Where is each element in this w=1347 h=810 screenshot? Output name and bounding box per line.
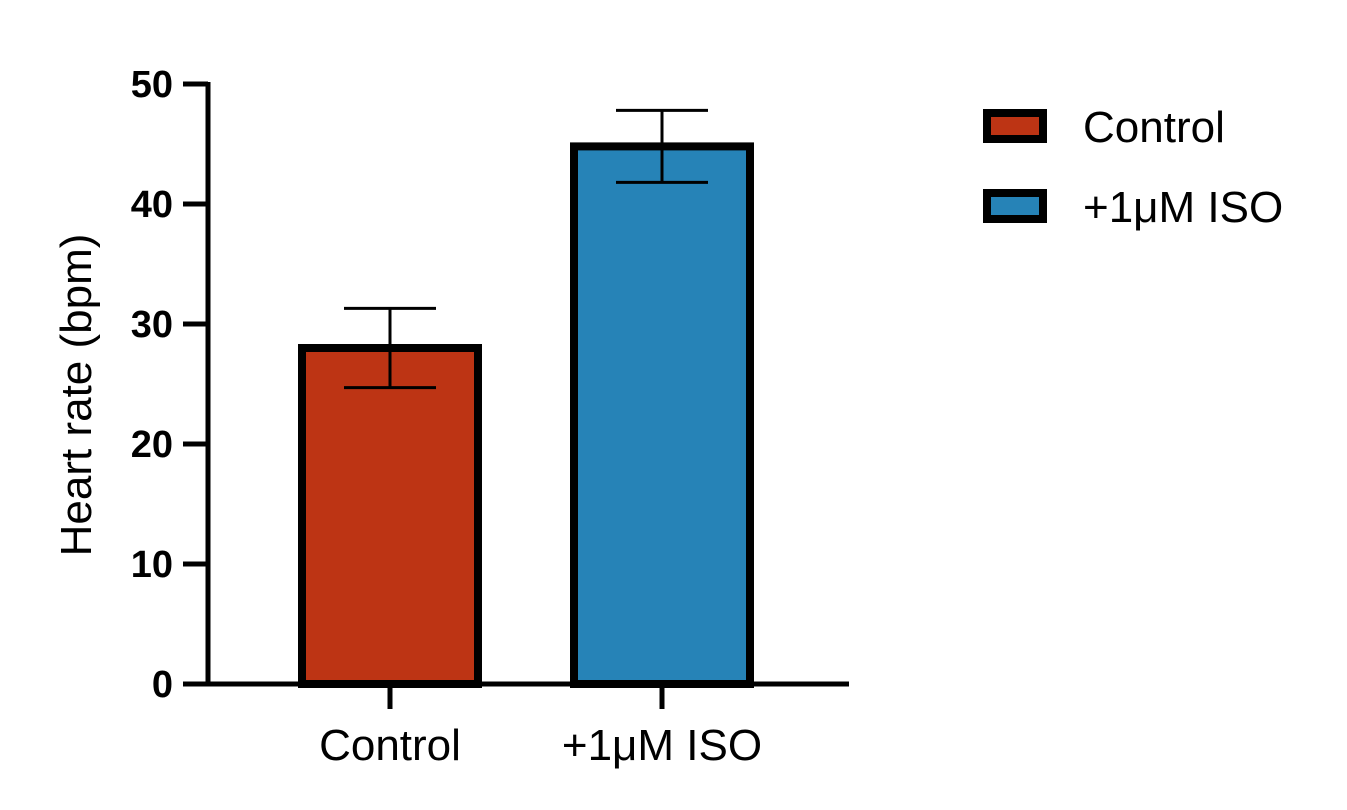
y-tick-label: 10 xyxy=(131,544,173,586)
y-ticks: 0 10 20 30 40 50 xyxy=(131,64,208,706)
legend-swatch xyxy=(983,189,1047,223)
y-tick-label: 50 xyxy=(131,64,173,106)
legend: Control +1μM ISO xyxy=(983,103,1283,232)
x-tick-label: Control xyxy=(319,721,461,770)
error-bars xyxy=(344,108,708,390)
bars xyxy=(298,142,754,688)
x-tick-label: +1μM ISO xyxy=(562,721,762,770)
y-tick-label: 40 xyxy=(131,184,173,226)
axes xyxy=(205,82,849,687)
bar-control xyxy=(298,344,482,688)
y-tick-label: 0 xyxy=(152,664,173,706)
legend-label: +1μM ISO xyxy=(1083,183,1283,232)
legend-swatch xyxy=(983,109,1047,143)
y-axis-label: Heart rate (bpm) xyxy=(52,234,101,557)
bar-iso xyxy=(570,142,754,688)
legend-label: Control xyxy=(1083,103,1225,152)
y-tick-label: 30 xyxy=(131,304,173,346)
y-tick-label: 20 xyxy=(131,424,173,466)
x-ticks: Control +1μM ISO xyxy=(319,684,762,770)
